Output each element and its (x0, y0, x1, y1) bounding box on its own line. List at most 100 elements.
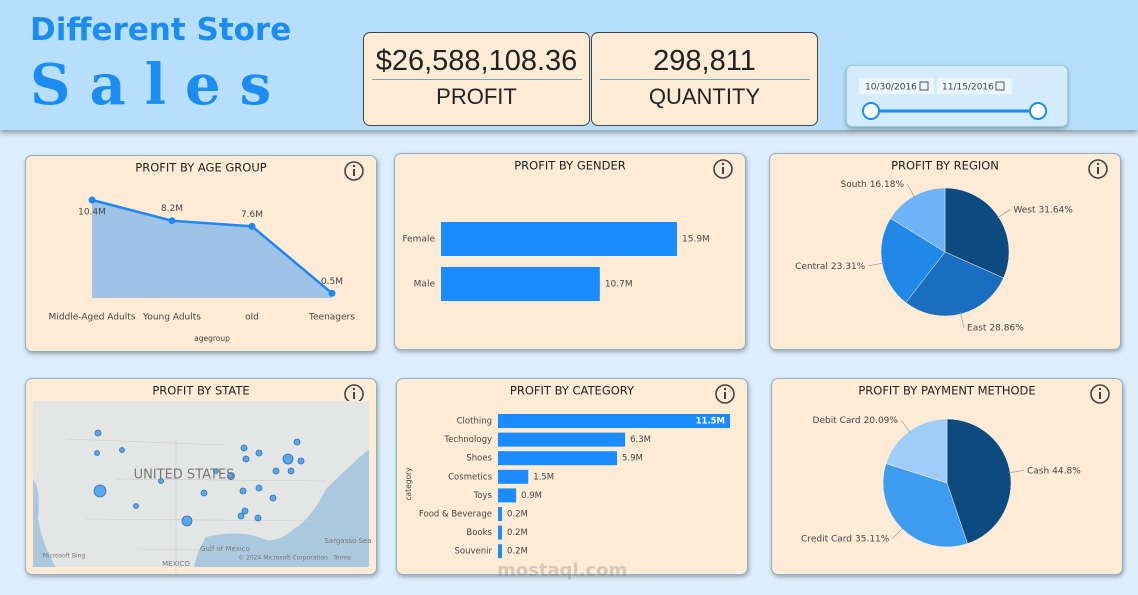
start-date[interactable]: 10/30/2016 (865, 83, 917, 93)
slider-handle[interactable] (1029, 102, 1047, 120)
map-bubble (119, 447, 125, 453)
map-bubble (255, 484, 263, 492)
date-box (937, 78, 1012, 94)
slice-label: East 28.86% (967, 323, 1024, 333)
map-bubble (254, 514, 262, 522)
map-bubble (269, 494, 277, 502)
data-label: 10.7M (605, 280, 633, 290)
map-bubble (272, 467, 280, 475)
map-label: Gulf of Mexico (200, 545, 250, 553)
data-label: 6.3M (630, 435, 651, 445)
info-icon[interactable] (713, 159, 733, 179)
slice-name: Central (795, 261, 828, 271)
calendar-icon[interactable] (919, 81, 929, 91)
chart-title: PROFIT BY PAYMENT METHODE (858, 384, 1035, 398)
point (88, 196, 96, 204)
info-icon[interactable] (715, 384, 735, 404)
map-label: © 2024 Microsoft Corporation (238, 555, 328, 562)
kpi-card: 298,811 QUANTITY (591, 32, 818, 126)
slice-name: South (841, 179, 867, 189)
calendar-icon[interactable] (995, 81, 1005, 91)
y-axis-title: category (404, 467, 413, 501)
bar (498, 432, 626, 447)
info-icon[interactable] (1090, 384, 1110, 404)
slider-handle[interactable] (862, 102, 880, 120)
kpi-label: QUANTITY (648, 84, 761, 109)
slice-label: Central 23.31% (795, 261, 866, 271)
info-icon[interactable] (344, 161, 364, 181)
date-slicer[interactable]: 10/30/2016 11/15/2016 (846, 65, 1068, 127)
chart-title: PROFIT BY AGE GROUP (135, 161, 266, 175)
map-border (85, 518, 317, 522)
map-bubble (282, 453, 294, 465)
y-tick-label: Souvenir (455, 547, 493, 557)
chart-card: PROFIT BY PAYMENT METHODE Cash 44.8% Credit… (771, 378, 1123, 575)
x-tick-label: Young Adults (142, 313, 201, 323)
map-bubble (237, 512, 245, 520)
chart-title: PROFIT BY STATE (152, 384, 249, 398)
chart-title: PROFIT BY GENDER (514, 159, 626, 173)
x-tick-label: old (245, 313, 259, 323)
bar (441, 267, 600, 301)
slice-name: West (1013, 205, 1036, 215)
slice-value: 31.64% (1039, 205, 1074, 215)
chart: PROFIT BY AGE GROUP 10.4M Middle-Aged Adul… (49, 161, 364, 343)
bar (498, 507, 503, 521)
info-dot (721, 162, 725, 166)
x-tick-label: Teenagers (308, 313, 355, 323)
info-dot (352, 164, 356, 168)
slice-name: Cash (1027, 466, 1049, 476)
slice-label: Debit Card 20.09% (813, 416, 899, 426)
map-bubble (297, 457, 305, 465)
subtitle: Sales (30, 52, 291, 118)
bar (441, 222, 677, 256)
bar (498, 414, 730, 428)
slice-name: East (967, 323, 987, 333)
chart-title: PROFIT BY REGION (891, 159, 999, 173)
line (91, 198, 333, 295)
kpi-value: 298,811 (599, 45, 810, 80)
end-date[interactable]: 11/15/2016 (942, 83, 994, 93)
slice-name: Debit Card (813, 416, 861, 426)
map-bubble (293, 438, 301, 446)
map-border (65, 438, 227, 446)
chart-card: PROFIT BY REGION West 31.64% East 28.86% Cent… (769, 153, 1121, 350)
leader-line (868, 262, 885, 267)
bar (498, 525, 503, 540)
data-label: 5.9M (622, 454, 643, 464)
info-icon[interactable] (1088, 159, 1108, 179)
map-border (115, 478, 327, 482)
slice-value: 23.31% (831, 261, 866, 271)
slice-value: 35.11% (855, 534, 890, 544)
y-tick-label: Clothing (457, 417, 492, 427)
slice-label: Cash 44.8% (1027, 466, 1081, 476)
slice-value: 44.8% (1052, 466, 1081, 476)
kpi-label: PROFIT (436, 84, 517, 109)
leader-line (900, 419, 911, 434)
map-bubble (158, 478, 164, 484)
chart-title: PROFIT BY CATEGORY (510, 384, 635, 398)
area (92, 200, 332, 298)
data-label: 11.5M (696, 417, 725, 427)
leader-line (1008, 469, 1025, 474)
map-label: Sargasso Sea (324, 537, 371, 545)
info-circle (344, 161, 364, 181)
map-border (135, 548, 267, 552)
map-bubble (94, 429, 102, 437)
x-axis-title: agegroup (194, 334, 230, 343)
y-tick-label: Shoes (466, 454, 492, 464)
y-tick-label: Books (466, 528, 492, 538)
chart: PROFIT BY PAYMENT METHODE Cash 44.8% Credit… (801, 384, 1110, 548)
point (328, 289, 336, 297)
info-circle (1090, 384, 1110, 404)
bar (498, 469, 529, 484)
info-dot (1096, 162, 1100, 166)
bar (498, 488, 517, 503)
slice-value: 20.09% (864, 416, 899, 426)
point (248, 222, 256, 230)
info-icon[interactable] (344, 384, 364, 404)
map-bubble (94, 450, 100, 456)
y-tick-label: Female (402, 235, 435, 245)
slice-value: 16.18% (870, 179, 905, 189)
